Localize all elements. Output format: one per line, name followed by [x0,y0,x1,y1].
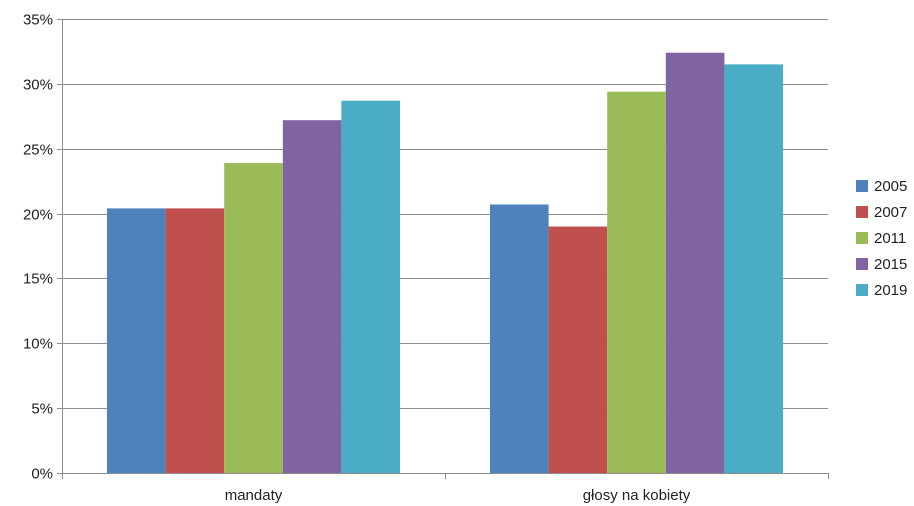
y-tick-label: 35% [23,12,53,29]
y-tick-label: 20% [23,207,53,224]
bar-2007-0 [165,208,225,473]
tick-labels: 0% 5% 10% 15% 20% 25% 30% 35% mandaty głosy na ko… [23,12,691,505]
bar-2015-1 [665,52,725,474]
legend-swatch-2015 [856,258,868,270]
legend: 2005 2007 2011 2015 2019 [856,178,907,299]
legend-swatch-2011 [856,232,868,244]
bar-2019-1 [724,64,783,474]
y-tick-label: 10% [23,336,53,353]
legend-label: 2019 [874,282,907,299]
bars [107,52,783,474]
bar-2011-1 [607,91,666,473]
bar-2015-0 [282,120,342,474]
y-tick-label: 30% [23,77,53,94]
y-tick-label: 0% [31,466,53,483]
legend-label: 2007 [874,204,907,221]
axes [57,19,829,479]
bar-2007-1 [548,226,608,473]
legend-label: 2011 [874,230,906,247]
legend-swatch-2005 [856,180,868,192]
y-tick-label: 25% [23,142,53,159]
x-category-label: mandaty [225,487,283,504]
legend-label: 2005 [874,178,907,195]
y-tick-label: 15% [23,271,53,288]
y-tick-label: 5% [31,401,53,418]
legend-swatch-2007 [856,206,868,218]
bar-2019-0 [341,100,400,473]
x-category-label: głosy na kobiety [583,487,691,504]
bar-2005-1 [490,204,549,473]
bar-2005-0 [107,208,166,473]
legend-swatch-2019 [856,284,868,296]
legend-label: 2015 [874,256,907,273]
bar-2011-0 [224,162,283,474]
